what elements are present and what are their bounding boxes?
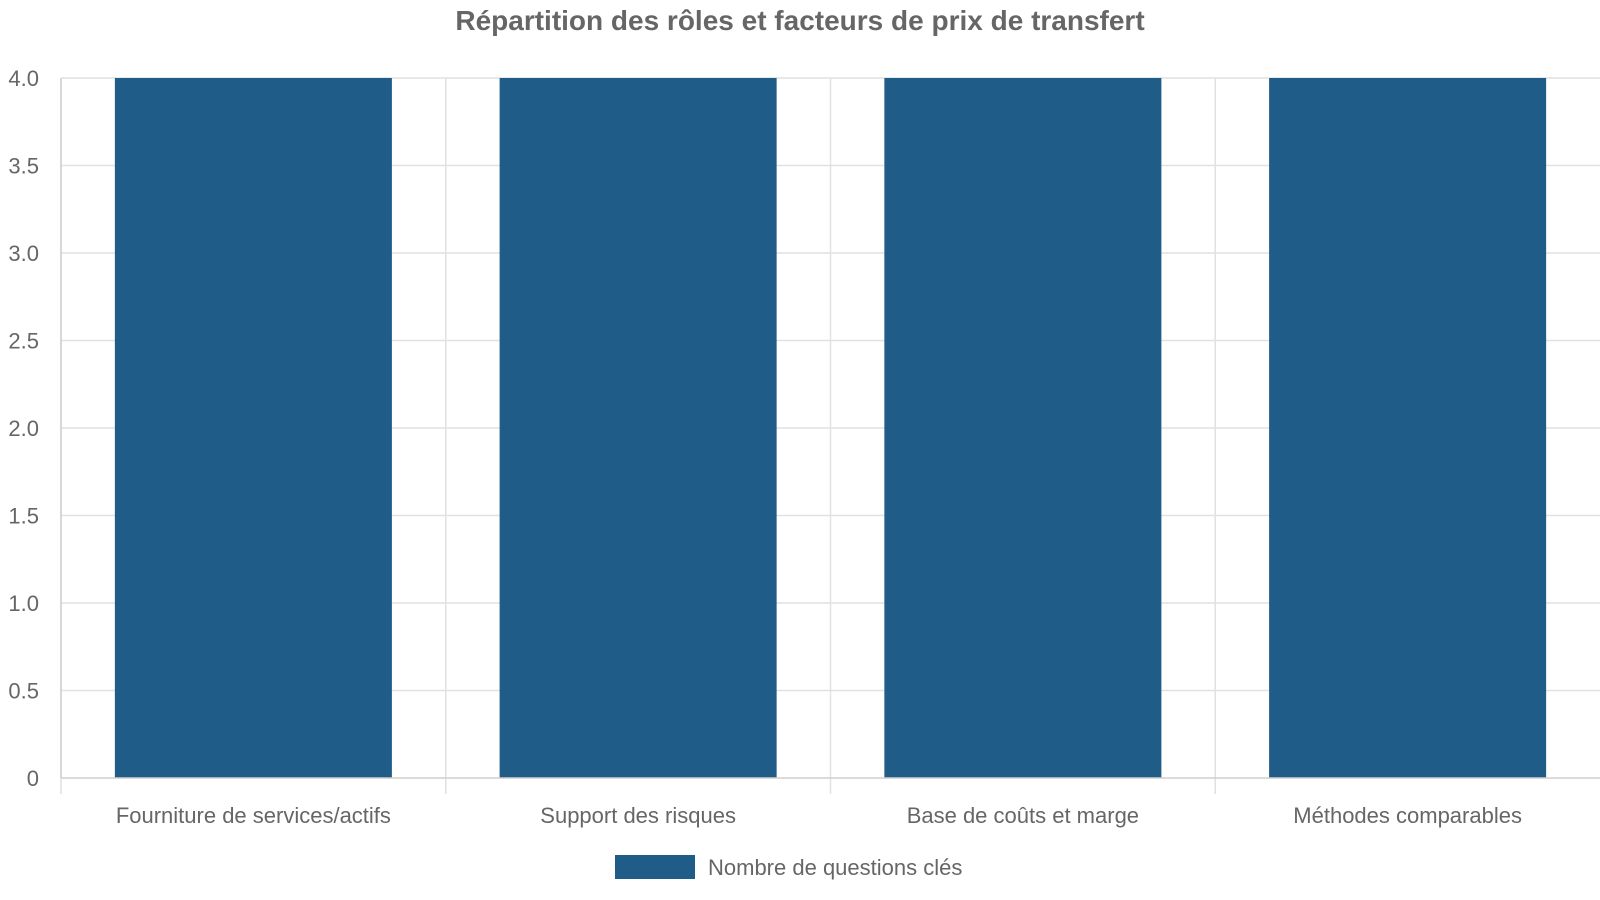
bar xyxy=(1269,78,1547,778)
bar xyxy=(114,78,392,778)
y-tick-label: 2.0 xyxy=(8,416,39,441)
x-tick-label: Support des risques xyxy=(540,803,736,828)
y-tick-label: 1.0 xyxy=(8,591,39,616)
y-tick-label: 0 xyxy=(27,766,39,791)
bars xyxy=(114,78,1547,778)
y-tick-label: 3.5 xyxy=(8,154,39,179)
bar xyxy=(884,78,1162,778)
legend-swatch xyxy=(615,855,695,879)
x-tick-label: Base de coûts et marge xyxy=(907,803,1139,828)
axes xyxy=(60,78,1600,779)
legend-label: Nombre de questions clés xyxy=(708,855,962,880)
legend: Nombre de questions clés xyxy=(615,855,962,880)
x-tick-label: Méthodes comparables xyxy=(1293,803,1522,828)
y-tick-label: 4.0 xyxy=(8,66,39,91)
y-axis-ticks: 0 0.5 1.0 1.5 2.0 2.5 3.0 3.5 4.0 xyxy=(8,66,39,791)
bar xyxy=(499,78,777,778)
x-axis-ticks: Fourniture de services/actifs Support des… xyxy=(116,803,1522,828)
y-tick-label: 1.5 xyxy=(8,504,39,529)
y-tick-label: 2.5 xyxy=(8,329,39,354)
x-tick-label: Fourniture de services/actifs xyxy=(116,803,391,828)
y-tick-label: 0.5 xyxy=(8,679,39,704)
chart-title: Répartition des rôles et facteurs de pri… xyxy=(455,5,1144,36)
y-tick-label: 3.0 xyxy=(8,241,39,266)
